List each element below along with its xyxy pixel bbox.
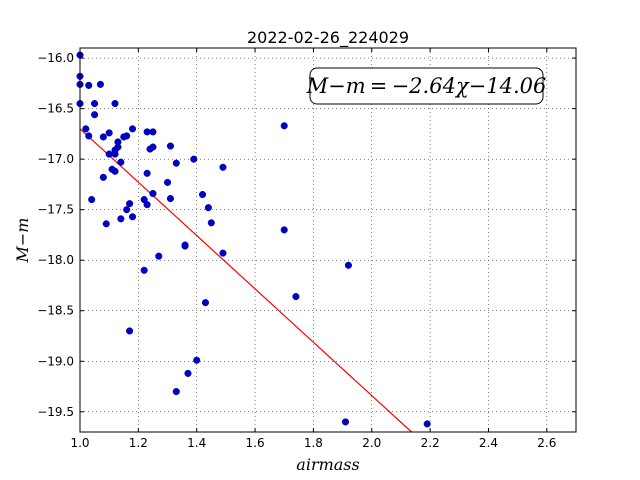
data-point	[149, 128, 157, 136]
y-tick-label: −17.5	[37, 203, 74, 217]
y-tick-label: −16.5	[37, 102, 74, 116]
x-tick-label: 1.4	[187, 436, 206, 450]
data-point	[207, 219, 215, 227]
data-point	[172, 388, 180, 396]
chart-title: 2022-02-26_224029	[247, 28, 409, 48]
data-point	[111, 167, 119, 175]
x-tick-label: 1.2	[129, 436, 148, 450]
data-point	[123, 132, 131, 140]
data-point	[128, 125, 137, 133]
x-tick-label: 2.4	[479, 436, 498, 450]
grid	[79, 48, 576, 432]
data-point	[111, 100, 119, 108]
x-tick-label: 2.2	[421, 436, 440, 450]
data-point	[219, 163, 227, 171]
data-point	[190, 155, 198, 163]
data-point	[88, 196, 96, 204]
x-axis-label: airmass	[296, 455, 359, 474]
y-tick-label: −19.0	[37, 354, 74, 368]
data-point	[280, 226, 288, 234]
plot-frame	[79, 47, 577, 433]
data-point	[166, 142, 174, 150]
y-tick-label: −17.0	[37, 152, 74, 166]
data-point	[105, 129, 113, 137]
data-point	[341, 418, 350, 426]
fit-line	[79, 128, 412, 433]
data-point	[166, 195, 174, 203]
y-tick-label: −18.0	[37, 253, 74, 267]
x-tick-label: 2.0	[362, 436, 381, 450]
data-point	[102, 220, 110, 228]
data-point	[96, 80, 104, 88]
data-point	[91, 111, 99, 119]
data-point	[91, 100, 99, 108]
data-point	[155, 252, 163, 260]
data-point	[172, 159, 180, 167]
y-tick-labels: −16.0 −16.5 −17.0 −17.5 −18.0 −18.5 −19.0 −19.5	[37, 51, 74, 419]
y-tick-label: −19.5	[37, 405, 74, 419]
y-axis-label: M−m	[13, 218, 32, 264]
data-point	[123, 206, 131, 214]
y-tick-label: −18.5	[37, 304, 74, 318]
data-point	[126, 327, 134, 335]
data-point	[82, 125, 90, 133]
fit-equation: M−m = −2.64χ−14.06	[306, 74, 547, 98]
data-point	[280, 122, 288, 130]
data-point	[198, 190, 207, 199]
data-point	[117, 215, 125, 223]
fit-equation-box: M−m = −2.64χ−14.06	[306, 67, 547, 105]
x-tick-label: 1.6	[246, 436, 265, 450]
data-point	[114, 138, 122, 146]
data-point	[149, 143, 157, 151]
data-point	[204, 204, 212, 212]
plot-area	[80, 48, 576, 432]
data-point	[128, 213, 137, 221]
data-point	[143, 201, 151, 209]
data-point	[99, 133, 107, 141]
data-point	[201, 299, 210, 307]
data-point	[85, 132, 93, 140]
data-point	[99, 173, 107, 181]
data-point	[219, 249, 227, 257]
data-point	[344, 261, 352, 269]
data-point	[126, 200, 134, 208]
data-point	[117, 158, 125, 166]
x-tick-label: 1.0	[70, 436, 89, 450]
data-point	[140, 266, 148, 274]
x-tick-label: 2.6	[537, 436, 556, 450]
data-point	[163, 178, 172, 186]
fit-equation-frame	[309, 67, 544, 105]
data-point	[143, 169, 151, 177]
data-point	[149, 189, 157, 198]
x-tick-label: 1.8	[304, 436, 323, 450]
x-tick-labels: 1.0 1.2 1.4 1.6 1.8 2.0 2.2 2.4 2.6	[70, 436, 556, 450]
data-point	[85, 81, 93, 89]
data-point	[184, 369, 192, 377]
data-point	[292, 293, 300, 301]
data-point	[193, 356, 201, 364]
data-points	[76, 51, 431, 428]
data-point	[423, 420, 431, 428]
y-tick-label: −16.0	[37, 51, 74, 65]
data-point	[111, 150, 119, 158]
data-point	[181, 241, 189, 249]
fit-line-layer	[79, 128, 412, 433]
axis-ticks	[79, 48, 576, 432]
